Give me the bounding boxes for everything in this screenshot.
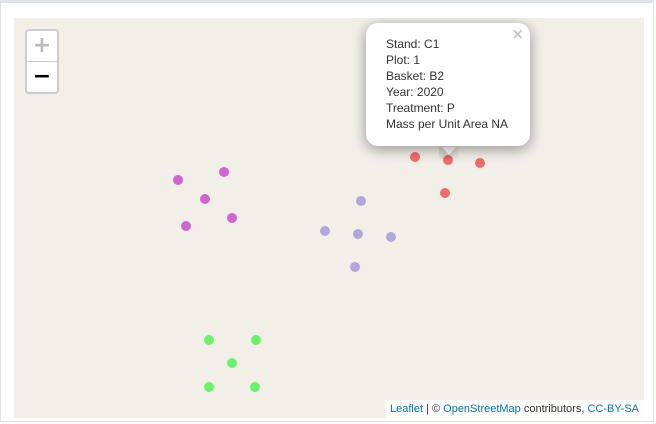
popup-close-icon[interactable]: × — [511, 25, 524, 43]
map-marker[interactable] — [204, 335, 214, 345]
attribution-contributors: contributors, — [520, 403, 588, 415]
attribution-separator: | © — [423, 403, 444, 415]
openstreetmap-link[interactable]: OpenStreetMap — [443, 403, 521, 415]
map-marker[interactable] — [386, 232, 396, 242]
zoom-in-button[interactable]: + — [32, 33, 52, 58]
marker-popup: × Stand: C1 Plot: 1 Basket: B2 Year: 202… — [366, 23, 530, 146]
map-marker[interactable] — [410, 152, 420, 162]
map-marker[interactable] — [181, 221, 191, 231]
popup-line-plot: Plot: 1 — [386, 53, 421, 67]
popup-line-mass: Mass per Unit Area NA — [386, 117, 509, 131]
map-marker[interactable] — [353, 229, 363, 239]
license-link[interactable]: CC-BY-SA — [587, 403, 639, 415]
map-marker-selected[interactable] — [443, 155, 453, 165]
map-canvas[interactable]: + − × Stand: C1 Plot: 1 Basket: B2 Year:… — [14, 18, 644, 418]
map-marker[interactable] — [475, 158, 485, 168]
map-marker[interactable] — [320, 226, 330, 236]
popup-line-stand: Stand: C1 — [386, 37, 440, 51]
map-marker[interactable] — [204, 382, 214, 392]
popup-line-year: Year: 2020 — [386, 85, 444, 99]
map-marker[interactable] — [440, 188, 450, 198]
map-marker[interactable] — [350, 262, 360, 272]
popup-line-basket: Basket: B2 — [386, 69, 445, 83]
map-marker[interactable] — [200, 194, 210, 204]
map-marker[interactable] — [173, 175, 183, 185]
popup-tip — [439, 147, 459, 159]
leaflet-link[interactable]: Leaflet — [389, 403, 423, 415]
map-marker[interactable] — [356, 196, 366, 206]
map-attribution: Leaflet | © OpenStreetMap contributors, … — [384, 400, 644, 418]
zoom-control: + − — [25, 29, 59, 94]
map-marker[interactable] — [250, 382, 260, 392]
zoom-out-button[interactable]: − — [27, 61, 57, 92]
map-marker[interactable] — [251, 335, 261, 345]
popup-line-treatment: Treatment: P — [386, 101, 455, 115]
map-marker[interactable] — [227, 358, 237, 368]
map-marker[interactable] — [219, 167, 229, 177]
map-marker[interactable] — [227, 213, 237, 223]
